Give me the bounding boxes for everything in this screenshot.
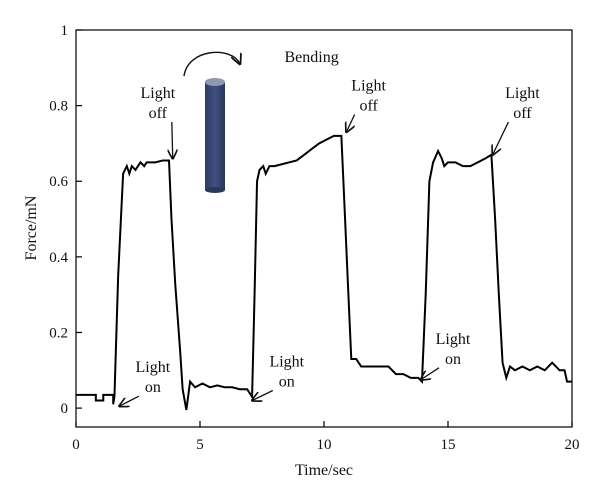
- x-axis-title: Time/sec: [295, 462, 353, 479]
- annotation-line: Light: [141, 85, 176, 102]
- annotation-label: Light off: [351, 77, 386, 114]
- x-tick-label: 20: [565, 437, 580, 453]
- rod-top-cap: [205, 78, 225, 86]
- annotation-arrow: [346, 114, 356, 132]
- annotation-arrow: [493, 121, 509, 155]
- annotation-line: on: [445, 351, 461, 368]
- annotation-line: off: [513, 105, 532, 122]
- bending-rod-illustration: [183, 51, 240, 193]
- y-tick-label: 0.8: [49, 99, 68, 115]
- annotation-line: off: [149, 105, 168, 122]
- annotation-line: on: [145, 379, 161, 396]
- y-axis-title: Force/mN: [23, 195, 40, 260]
- annotation-arrow: [119, 395, 140, 406]
- annotation-label: Light off: [505, 85, 540, 122]
- x-tick-label: 15: [441, 437, 456, 453]
- annotation-label: Light on: [436, 331, 471, 368]
- x-tick-label: 5: [196, 437, 204, 453]
- rod-body: [205, 82, 225, 190]
- annotation-arrow: [172, 122, 173, 158]
- annotation-line: off: [359, 97, 378, 114]
- annotation-label: Bending: [284, 49, 338, 66]
- annotation-label: Light on: [269, 354, 304, 391]
- y-tick-label: 1: [61, 23, 69, 39]
- annotation-arrow: [252, 389, 274, 401]
- annotation-line: Bending: [284, 49, 338, 66]
- annotation-line: Light: [351, 77, 386, 94]
- annotation-line: Light: [136, 359, 171, 376]
- annotation-label: Light off: [141, 85, 176, 122]
- series-line-0: [76, 134, 572, 411]
- y-tick-label: 0.2: [49, 325, 68, 341]
- annotation-line: Light: [505, 85, 540, 102]
- x-tick-label: 0: [72, 437, 80, 453]
- annotation-line: Light: [269, 354, 304, 371]
- annotation-label: Light on: [136, 359, 171, 396]
- x-axis-ticks: 0 5 10 15 20: [72, 421, 580, 453]
- y-tick-label: 0.4: [49, 250, 68, 266]
- y-tick-label: 0.6: [49, 174, 68, 190]
- bending-curved-arrow: [183, 51, 240, 77]
- y-axis-ticks: 0 0.2 0.4 0.6 0.8 1: [49, 23, 82, 417]
- series-layer: [76, 134, 572, 411]
- rod-bottom-cap: [205, 187, 225, 193]
- annotation-arrow: [421, 367, 440, 380]
- x-tick-label: 10: [317, 437, 332, 453]
- y-tick-label: 0: [61, 401, 69, 417]
- annotation-line: Light: [436, 331, 471, 348]
- annotation-line: on: [279, 374, 295, 391]
